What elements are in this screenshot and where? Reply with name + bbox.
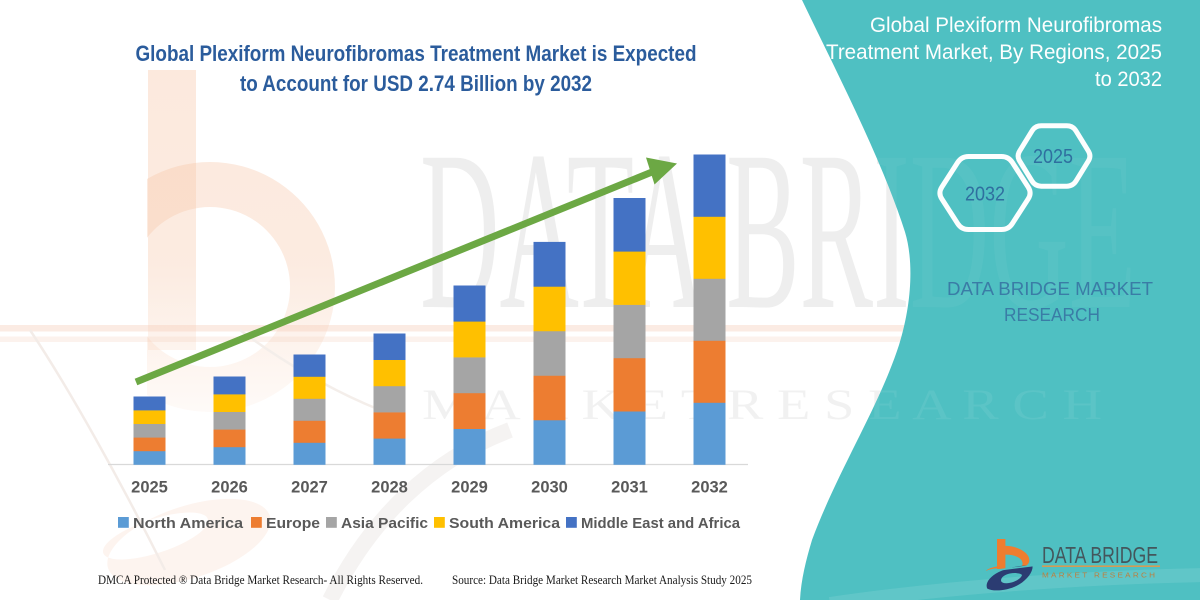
svg-text:2026: 2026 <box>211 479 248 497</box>
svg-text:South America: South America <box>449 515 561 532</box>
svg-text:2029: 2029 <box>451 479 488 497</box>
svg-text:M A R K E T R E S E A R C H: M A R K E T R E S E A R C H <box>1042 573 1155 580</box>
svg-text:DMCA Protected ® Data Bridge M: DMCA Protected ® Data Bridge Market Rese… <box>98 573 423 587</box>
svg-text:Source: Data Bridge Market Res: Source: Data Bridge Market Research Mark… <box>452 573 752 587</box>
svg-text:to Account for USD 2.74 Billio: to Account for USD 2.74 Billion by 2032 <box>240 71 592 96</box>
svg-text:Global Plexiform Neurofibromas: Global Plexiform Neurofibromas Treatment… <box>136 41 697 66</box>
svg-text:Global Plexiform Neurofibromas: Global Plexiform Neurofibromas <box>870 13 1162 37</box>
svg-text:2028: 2028 <box>371 479 408 497</box>
svg-text:DATA BRIDGE MARKET: DATA BRIDGE MARKET <box>947 278 1153 299</box>
svg-text:Middle East and Africa: Middle East and Africa <box>581 515 741 532</box>
svg-text:2030: 2030 <box>531 479 568 497</box>
svg-text:2025: 2025 <box>1033 146 1073 168</box>
svg-text:RESEARCH: RESEARCH <box>1004 304 1100 325</box>
svg-text:Treatment Market, By Regions,: Treatment Market, By Regions, 2025 <box>826 40 1162 64</box>
svg-text:DATA BRIDGE: DATA BRIDGE <box>1042 542 1158 568</box>
svg-text:Europe: Europe <box>266 515 320 532</box>
svg-text:2025: 2025 <box>131 479 168 497</box>
svg-text:2032: 2032 <box>691 479 728 497</box>
svg-text:Asia Pacific: Asia Pacific <box>341 515 428 532</box>
svg-text:2027: 2027 <box>291 479 328 497</box>
svg-text:2032: 2032 <box>965 184 1005 206</box>
svg-text:2031: 2031 <box>611 479 648 497</box>
svg-text:to 2032: to 2032 <box>1095 67 1162 91</box>
svg-text:North America: North America <box>133 515 244 532</box>
